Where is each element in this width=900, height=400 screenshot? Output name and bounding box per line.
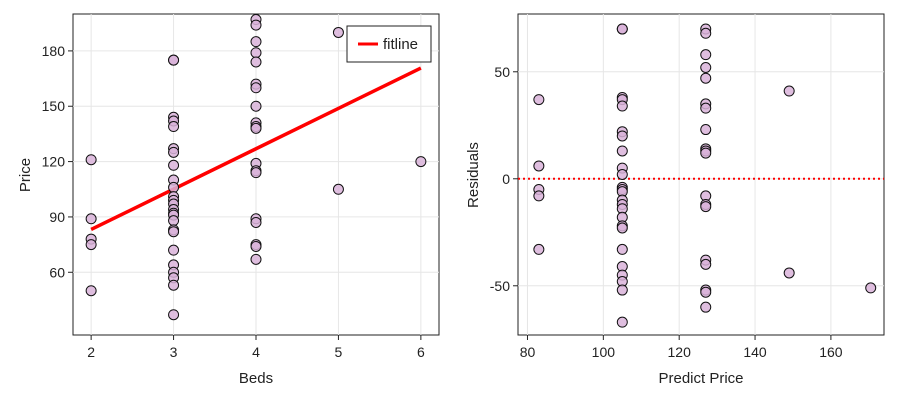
x-tick-label: 100 — [592, 344, 616, 360]
scatter-point — [783, 267, 795, 279]
scatter-point — [250, 216, 262, 228]
scatter-point — [700, 147, 712, 159]
scatter-point — [783, 85, 795, 97]
scatter-point — [332, 183, 344, 195]
y-tick-label: 90 — [49, 209, 65, 225]
legend-fitline-label: fitline — [383, 36, 418, 53]
x-tick-label: 80 — [520, 344, 536, 360]
y-tick-label: 180 — [42, 43, 66, 59]
scatter-point — [616, 243, 628, 255]
scatter-point — [168, 159, 180, 171]
scatter-point — [700, 49, 712, 61]
scatter-point — [250, 122, 262, 134]
scatter-point — [250, 56, 262, 68]
y-axis-label: Residuals — [465, 142, 482, 208]
scatter-point — [616, 222, 628, 234]
scatter-point — [865, 282, 877, 294]
scatter-point — [616, 169, 628, 180]
scatter-point — [700, 27, 712, 39]
scatter-point — [700, 201, 712, 213]
scatter-point — [85, 213, 97, 225]
scatter-points — [533, 23, 877, 328]
plot-area-frame — [517, 13, 885, 336]
x-tick-label: 3 — [170, 344, 178, 360]
x-tick-label: 5 — [335, 344, 343, 360]
x-tick-label: 160 — [819, 344, 843, 360]
x-tick-label: 6 — [417, 344, 425, 360]
scatter-point — [168, 309, 180, 321]
scatter-point — [616, 130, 628, 142]
scatter-point — [250, 47, 262, 59]
x-axis-label: Beds — [239, 370, 273, 387]
scatter-point — [85, 239, 97, 251]
y-axis-label: Price — [17, 158, 34, 192]
scatter-point — [85, 154, 97, 166]
y-tick-label: 150 — [42, 98, 66, 114]
fit-line — [90, 66, 422, 232]
scatter-point — [168, 121, 180, 133]
y-tick-labels: 60 90 120 150 180 — [42, 43, 73, 280]
panel-residuals: 80 100 120 140 160 -50 0 50 Predict Price Resi… — [465, 13, 885, 387]
x-tick-labels: 80 100 120 140 160 — [520, 335, 843, 360]
scatter-point — [533, 160, 545, 172]
scatter-point — [616, 284, 628, 296]
scatter-point — [700, 72, 712, 84]
scatter-point — [616, 145, 628, 157]
scatter-point — [616, 316, 628, 328]
scatter-point — [168, 54, 180, 66]
x-tick-label: 2 — [87, 344, 95, 360]
y-tick-label: 120 — [42, 154, 66, 170]
scatter-points — [85, 14, 427, 321]
scatter-point — [700, 62, 712, 73]
scatter-point — [250, 167, 262, 179]
y-tick-label: 0 — [502, 171, 510, 187]
x-tick-label: 140 — [743, 344, 767, 360]
scatter-point — [85, 285, 97, 297]
panel-beds-vs-price: 2 3 4 5 6 60 90 120 150 180 Beds Price fitline — [17, 13, 440, 387]
scatter-point — [533, 190, 545, 202]
scatter-point — [250, 240, 262, 252]
scatter-point — [700, 124, 712, 136]
scatter-point — [415, 156, 427, 168]
scatter-point — [700, 102, 712, 114]
x-tick-label: 4 — [252, 344, 260, 360]
legend: fitline — [346, 25, 432, 63]
scatter-point — [533, 94, 545, 106]
gridlines — [518, 14, 884, 335]
scatter-point — [700, 258, 712, 270]
scatter-point — [168, 146, 180, 158]
y-tick-label: 60 — [49, 264, 65, 280]
scatter-point — [533, 243, 545, 255]
fit-line-layer — [90, 66, 422, 232]
scatter-point — [250, 36, 262, 48]
scatter-point — [168, 279, 180, 291]
scatter-point — [168, 181, 180, 193]
x-tick-labels: 2 3 4 5 6 — [87, 335, 425, 360]
y-tick-labels: -50 0 50 — [490, 64, 518, 294]
scatter-point — [250, 100, 262, 112]
scatter-point — [168, 226, 180, 238]
scatter-point — [700, 301, 712, 313]
scatter-point — [700, 286, 712, 298]
x-tick-label: 120 — [668, 344, 692, 360]
scatter-point — [250, 19, 262, 31]
scatter-point — [168, 215, 180, 227]
scatter-point — [250, 253, 262, 265]
scatter-point — [168, 244, 180, 256]
scatter-point — [332, 26, 344, 38]
scatter-point — [250, 82, 262, 94]
scatter-point — [616, 100, 628, 112]
scatter-point — [616, 23, 628, 35]
y-tick-label: -50 — [490, 278, 510, 294]
y-tick-label: 50 — [494, 64, 510, 80]
x-axis-label: Predict Price — [658, 370, 743, 387]
